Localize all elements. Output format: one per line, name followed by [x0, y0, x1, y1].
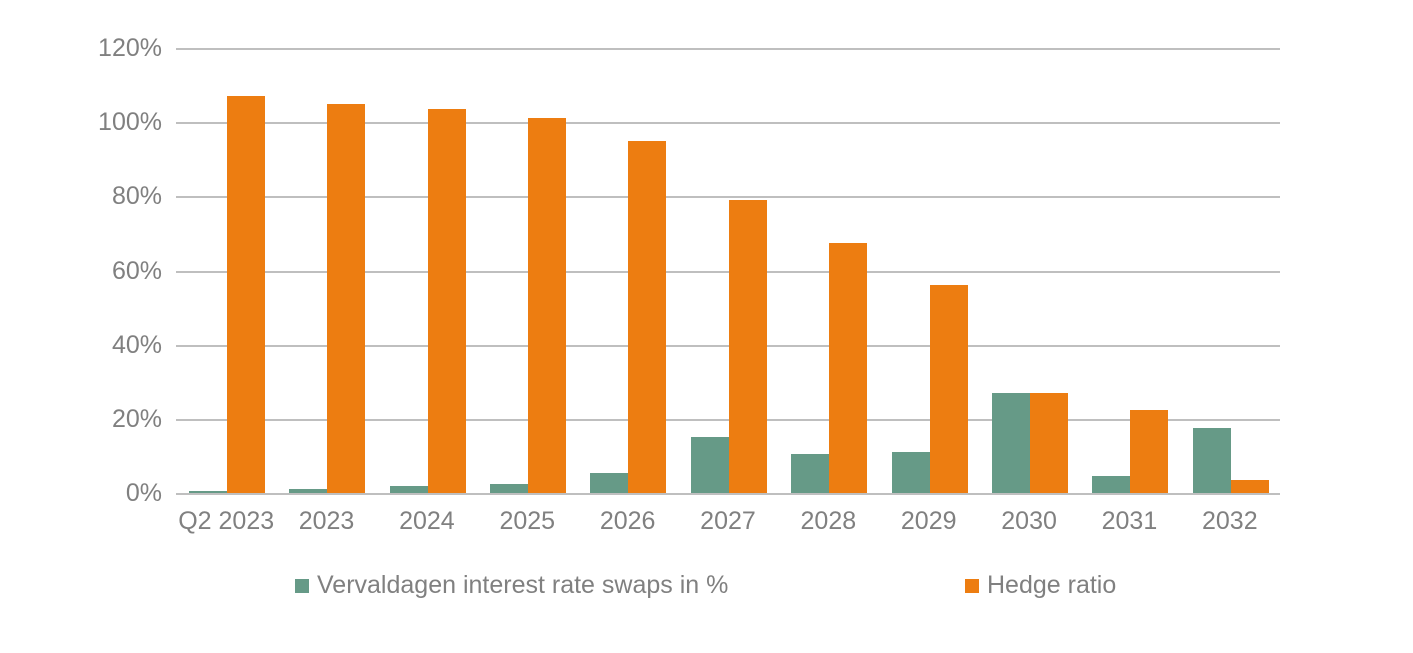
y-axis-tick-label: 20%: [111, 404, 162, 433]
legend-item-vervaldagen: Vervaldagen interest rate swaps in %: [295, 571, 728, 600]
x-axis-tick-label: 2029: [900, 507, 957, 535]
bar-hedge-ratio-2027: [729, 200, 767, 493]
bar-hedge-ratio-2024: [428, 109, 466, 493]
gridline-120: [176, 48, 1280, 50]
x-axis-tick-label: 2028: [800, 507, 857, 535]
gridline-40: [176, 344, 1280, 347]
bar-hedge-ratio-2025: [528, 118, 566, 493]
bar-hedge-ratio-2023: [327, 104, 365, 493]
gridline-20: [176, 418, 1280, 421]
gridline-60: [176, 270, 1280, 273]
bar-vervaldagen-q2-2023: [189, 491, 227, 493]
bar-hedge-ratio-2030: [1030, 393, 1068, 493]
bar-vervaldagen-2025: [490, 484, 528, 493]
legend-swatch-green-icon: [295, 578, 309, 593]
legend-label-vervaldagen: Vervaldagen interest rate swaps in %: [317, 571, 729, 599]
bar-vervaldagen-2026: [590, 473, 628, 493]
y-axis-tick-label: 80%: [111, 182, 162, 211]
bar-vervaldagen-2027: [691, 437, 729, 493]
bar-vervaldagen-2024: [390, 486, 428, 493]
bar-vervaldagen-2030: [992, 393, 1030, 493]
y-axis-tick-label: 100%: [98, 108, 162, 137]
legend-label-hedge-ratio: Hedge ratio: [987, 571, 1117, 599]
bar-hedge-ratio-2032: [1231, 480, 1269, 493]
y-axis-tick-label: 40%: [111, 330, 162, 359]
gridline-100: [176, 122, 1280, 125]
x-axis-tick-label: Q2 2023: [178, 507, 275, 535]
bar-hedge-ratio-q2-2023: [227, 96, 265, 493]
x-axis-tick-label: 2031: [1101, 507, 1158, 535]
bar-hedge-ratio-2029: [930, 285, 968, 493]
gridline-80: [176, 196, 1280, 199]
bar-vervaldagen-2031: [1092, 476, 1130, 493]
y-axis-tick-label: 120%: [98, 34, 162, 62]
legend-item-hedge-ratio: Hedge ratio: [965, 571, 1116, 600]
x-axis-tick-label: 2024: [399, 507, 455, 535]
x-axis-tick-label: 2027: [700, 507, 756, 535]
gridline-0: [176, 493, 1280, 495]
x-axis-tick-label: 2030: [1001, 507, 1057, 535]
bar-hedge-ratio-2028: [829, 243, 867, 493]
y-axis-tick-label: 60%: [111, 256, 162, 285]
bar-vervaldagen-2023: [289, 489, 327, 493]
x-axis-tick-label: 2026: [599, 507, 656, 535]
bar-vervaldagen-2032: [1193, 428, 1231, 493]
legend-swatch-orange-icon: [965, 578, 979, 593]
bar-hedge-ratio-2026: [628, 141, 666, 493]
bar-vervaldagen-2028: [791, 454, 829, 493]
bar-hedge-ratio-2031: [1130, 410, 1168, 493]
x-axis-tick-label: 2032: [1201, 507, 1258, 535]
y-axis-tick-label: 0%: [125, 479, 162, 507]
x-axis-tick-label: 2023: [298, 507, 355, 535]
bar-vervaldagen-2029: [892, 452, 930, 493]
x-axis-tick-label: 2025: [499, 507, 556, 535]
